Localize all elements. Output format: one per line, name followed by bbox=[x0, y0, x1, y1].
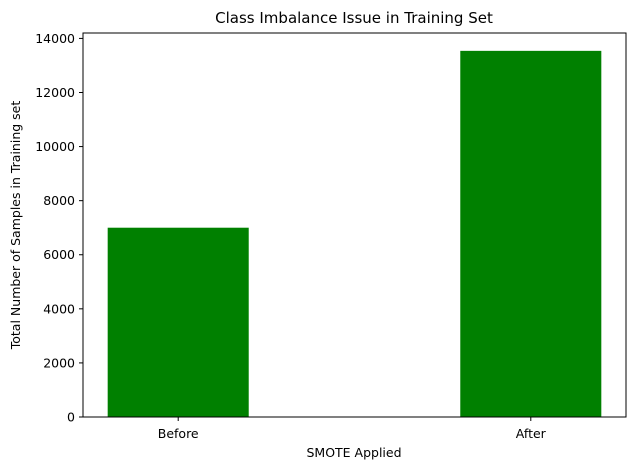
chart-title: Class Imbalance Issue in Training Set bbox=[215, 9, 493, 27]
y-tick-label: 10000 bbox=[35, 139, 75, 154]
y-tick-label: 12000 bbox=[35, 85, 75, 100]
x-tick-label: Before bbox=[158, 426, 199, 441]
y-tick-label: 0 bbox=[67, 410, 75, 425]
y-tick-label: 2000 bbox=[43, 355, 75, 370]
x-axis-label: SMOTE Applied bbox=[306, 445, 401, 460]
x-tick-label: After bbox=[516, 426, 547, 441]
y-axis: 0 2000 4000 6000 8000 10000 12000 14000 bbox=[35, 31, 83, 425]
y-tick-label: 6000 bbox=[43, 247, 75, 262]
x-axis: Before After bbox=[158, 417, 547, 441]
y-axis-label: Total Number of Samples in Training set bbox=[8, 101, 23, 351]
bars-group bbox=[107, 50, 602, 417]
y-tick-label: 14000 bbox=[35, 31, 75, 46]
plot-frame bbox=[82, 32, 627, 418]
bar-before bbox=[107, 227, 249, 417]
y-tick-label: 8000 bbox=[43, 193, 75, 208]
bar-after bbox=[460, 50, 602, 417]
y-tick-label: 4000 bbox=[43, 301, 75, 316]
